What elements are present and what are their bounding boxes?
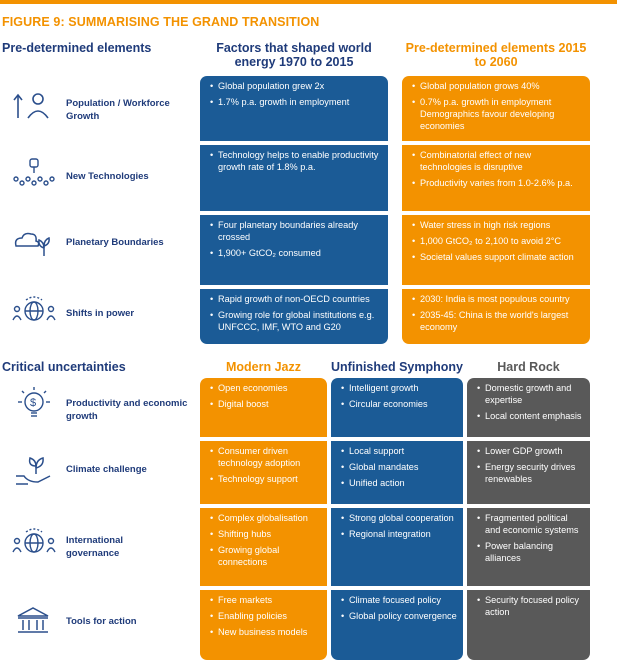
row-label-climate-challenge: Climate challenge	[66, 464, 147, 475]
list-item: Fragmented political and economic system…	[476, 512, 584, 536]
row-label-population: Population / Workforce Growth	[66, 98, 170, 122]
list-item: Growing global connections	[209, 544, 321, 568]
list-item: 1.7% p.a. growth in employment	[209, 96, 382, 108]
scenario-header-unfinished-symphony: Unfinished Symphony	[331, 360, 463, 374]
list-item: Open economies	[209, 382, 321, 394]
list-item: 1,000 GtCO₂ to 2,100 to avoid 2°C	[411, 235, 584, 247]
future-cell-population: Global population grows 40% 0.7% p.a. gr…	[402, 76, 590, 141]
list-item: Local content emphasis	[476, 410, 584, 422]
row-label-international-governance: International governance	[66, 535, 124, 559]
globe-people-icon	[12, 296, 56, 326]
list-item: Productivity varies from 1.0-2.6% p.a.	[411, 177, 584, 189]
institution-icon	[16, 606, 50, 636]
hard-rock-cell-tools: Security focused policy action	[467, 590, 590, 660]
list-item: Energy security drives renewables	[476, 461, 584, 485]
row-label-new-technologies: New Technologies	[66, 171, 149, 182]
list-item: Digital boost	[209, 398, 321, 410]
list-item: Unified action	[340, 477, 457, 489]
hand-plant-icon	[14, 454, 54, 488]
list-item: Climate focused policy	[340, 594, 457, 606]
hard-rock-cell-governance: Fragmented political and economic system…	[467, 508, 590, 586]
list-item: Technology helps to enable productivity …	[209, 149, 382, 173]
list-item: Four planetary boundaries already crosse…	[209, 219, 382, 243]
list-item: 0.7% p.a. growth in employment Demograph…	[411, 96, 584, 132]
list-item: Combinatorial effect of new technologies…	[411, 149, 584, 173]
past-cell-planetary-boundaries: Four planetary boundaries already crosse…	[200, 215, 388, 285]
list-item: Societal values support climate action	[411, 251, 584, 263]
cloud-plant-icon	[12, 226, 54, 258]
unfinished-symphony-cell-governance: Strong global cooperation Regional integ…	[331, 508, 463, 586]
list-item: Global population grows 40%	[411, 80, 584, 92]
globe-people-icon	[12, 528, 56, 558]
list-item: Shifting hubs	[209, 528, 321, 540]
list-item: Regional integration	[340, 528, 457, 540]
section-title-predetermined: Pre-determined elements	[2, 41, 152, 55]
row-label-planetary-boundaries: Planetary Boundaries	[66, 237, 164, 248]
modern-jazz-cell-governance: Complex globalisation Shifting hubs Grow…	[200, 508, 327, 586]
dollar-bulb-icon: $	[14, 386, 54, 422]
unfinished-symphony-cell-climate: Local support Global mandates Unified ac…	[331, 441, 463, 504]
list-item: Technology support	[209, 473, 321, 485]
list-item: Free markets	[209, 594, 321, 606]
list-item: Strong global cooperation	[340, 512, 457, 524]
list-item: Complex globalisation	[209, 512, 321, 524]
list-item: Global policy convergence	[340, 610, 457, 622]
hard-rock-cell-productivity: Domestic growth and expertise Local cont…	[467, 378, 590, 437]
list-item: Circular economies	[340, 398, 457, 410]
list-item: Lower GDP growth	[476, 445, 584, 457]
list-item: Power balancing alliances	[476, 540, 584, 564]
list-item: Water stress in high risk regions	[411, 219, 584, 231]
list-item: Global mandates	[340, 461, 457, 473]
scenario-header-modern-jazz: Modern Jazz	[225, 360, 301, 374]
list-item: 1,900+ GtCO₂ consumed	[209, 247, 382, 259]
column-header-future: Pre-determined elements 2015 to 2060	[405, 41, 587, 69]
list-item: Enabling policies	[209, 610, 321, 622]
modern-jazz-cell-productivity: Open economies Digital boost	[200, 378, 327, 437]
list-item: Global population grew 2x	[209, 80, 382, 92]
svg-text:$: $	[30, 397, 36, 409]
modern-jazz-cell-tools: Free markets Enabling policies New busin…	[200, 590, 327, 660]
hard-rock-cell-climate: Lower GDP growth Energy security drives …	[467, 441, 590, 504]
list-item: Consumer driven technology adoption	[209, 445, 321, 469]
past-cell-new-technologies: Technology helps to enable productivity …	[200, 145, 388, 211]
network-bulb-icon	[12, 157, 56, 189]
list-item: Intelligent growth	[340, 382, 457, 394]
list-item: 2035-45: China is the world's largest ec…	[411, 309, 584, 333]
section-title-uncertainties: Critical uncertainties	[2, 360, 126, 374]
list-item: Domestic growth and expertise	[476, 382, 584, 406]
top-rule	[0, 0, 617, 4]
list-item: New business models	[209, 626, 321, 638]
figure-title: FIGURE 9: SUMMARISING THE GRAND TRANSITI…	[2, 15, 320, 29]
future-cell-planetary-boundaries: Water stress in high risk regions 1,000 …	[402, 215, 590, 285]
people-growth-icon	[12, 90, 52, 122]
list-item: Growing role for global institutions e.g…	[209, 309, 382, 333]
modern-jazz-cell-climate: Consumer driven technology adoption Tech…	[200, 441, 327, 504]
past-cell-shifts-in-power: Rapid growth of non-OECD countries Growi…	[200, 289, 388, 344]
unfinished-symphony-cell-tools: Climate focused policy Global policy con…	[331, 590, 463, 660]
list-item: Security focused policy action	[476, 594, 584, 618]
scenario-header-hard-rock: Hard Rock	[497, 360, 560, 374]
future-cell-shifts-in-power: 2030: India is most populous country 203…	[402, 289, 590, 344]
list-item: Local support	[340, 445, 457, 457]
row-label-productivity: Productivity and economic growth	[66, 398, 188, 422]
list-item: 2030: India is most populous country	[411, 293, 584, 305]
row-label-shifts-in-power: Shifts in power	[66, 308, 135, 319]
list-item: Rapid growth of non-OECD countries	[209, 293, 382, 305]
unfinished-symphony-cell-productivity: Intelligent growth Circular economies	[331, 378, 463, 437]
row-label-tools-for-action: Tools for action	[66, 616, 137, 627]
past-cell-population: Global population grew 2x 1.7% p.a. grow…	[200, 76, 388, 141]
column-header-past: Factors that shaped world energy 1970 to…	[216, 41, 372, 69]
future-cell-new-technologies: Combinatorial effect of new technologies…	[402, 145, 590, 211]
